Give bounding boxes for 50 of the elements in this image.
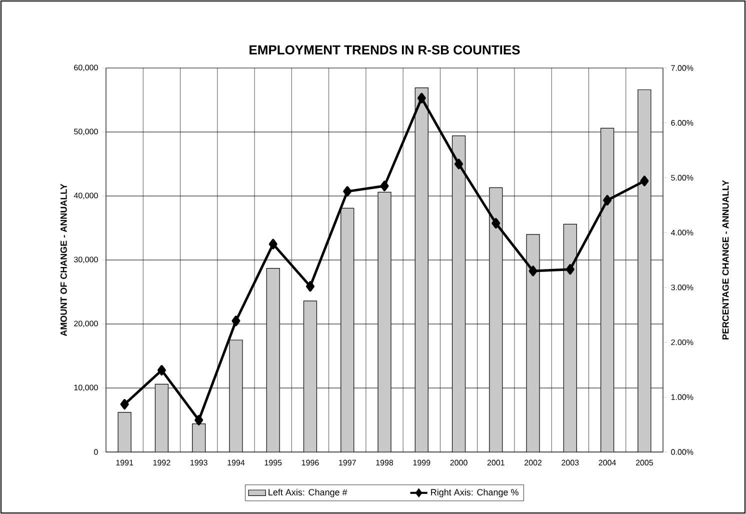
y2-tick-label: 7.00% <box>671 65 694 71</box>
point <box>232 316 240 326</box>
x-tick-label: 2002 <box>524 460 542 466</box>
x-tick-label: 2000 <box>450 460 468 466</box>
point <box>566 264 574 275</box>
point <box>120 399 129 410</box>
y-tick-label: 60,000 <box>74 64 98 72</box>
y2-tick-label: 1.00% <box>671 394 694 400</box>
y2-tick-label: 5.00% <box>671 174 694 181</box>
y-tick-label: 50,000 <box>74 128 98 136</box>
y-tick-label: 40,000 <box>74 192 98 200</box>
legend-label: Left Axis: Change # <box>268 488 348 498</box>
point <box>603 194 612 206</box>
x-tick-label: 1997 <box>339 460 356 466</box>
x-tick-label: 1994 <box>228 460 245 466</box>
point <box>454 158 464 170</box>
x-tick-label: 2003 <box>562 460 579 466</box>
y2-tick-label: 6.00% <box>671 120 694 126</box>
x-tick-label: 2005 <box>636 460 653 466</box>
x-tick-label: 2001 <box>487 460 504 466</box>
x-tick-label: 1995 <box>264 460 282 466</box>
point <box>640 176 649 186</box>
legend-label: Right Axis: Change % <box>431 488 518 498</box>
y-tick-label: 10,000 <box>74 384 98 392</box>
x-tick-label: 1991 <box>116 460 134 466</box>
y-tick-label: 20,000 <box>74 320 98 328</box>
point <box>343 186 352 197</box>
chart-title: EMPLOYMENT TRENDS IN R-SB COUNTIES <box>250 45 520 54</box>
y2-tick-label: 0.00% <box>671 449 694 455</box>
x-tick-label: 2004 <box>598 460 616 466</box>
point <box>528 266 538 276</box>
x-tick-label: 1992 <box>153 460 170 466</box>
y2-tick-label: 3.00% <box>671 284 694 290</box>
y2-tick-label: 4.00% <box>671 230 694 236</box>
y2-tick-label: 2.00% <box>671 339 694 346</box>
point <box>492 218 500 228</box>
point <box>194 414 204 426</box>
point <box>380 180 389 192</box>
point <box>417 92 426 104</box>
x-tick-label: 1993 <box>190 460 208 466</box>
y2-axis-title: PERCENTAGE CHANGE - ANNUALLY <box>722 180 729 340</box>
x-tick-label: 1998 <box>376 460 394 466</box>
y-axis-title: AMOUNT OF CHANGE - ANNUALLY <box>60 184 67 336</box>
y-tick-label: 0 <box>94 449 98 455</box>
point <box>157 365 166 376</box>
point <box>268 238 278 250</box>
y-tick-label: 30,000 <box>74 256 98 264</box>
x-tick-label: 1999 <box>413 460 430 466</box>
x-tick-label: 1996 <box>302 460 319 466</box>
point <box>306 281 314 292</box>
